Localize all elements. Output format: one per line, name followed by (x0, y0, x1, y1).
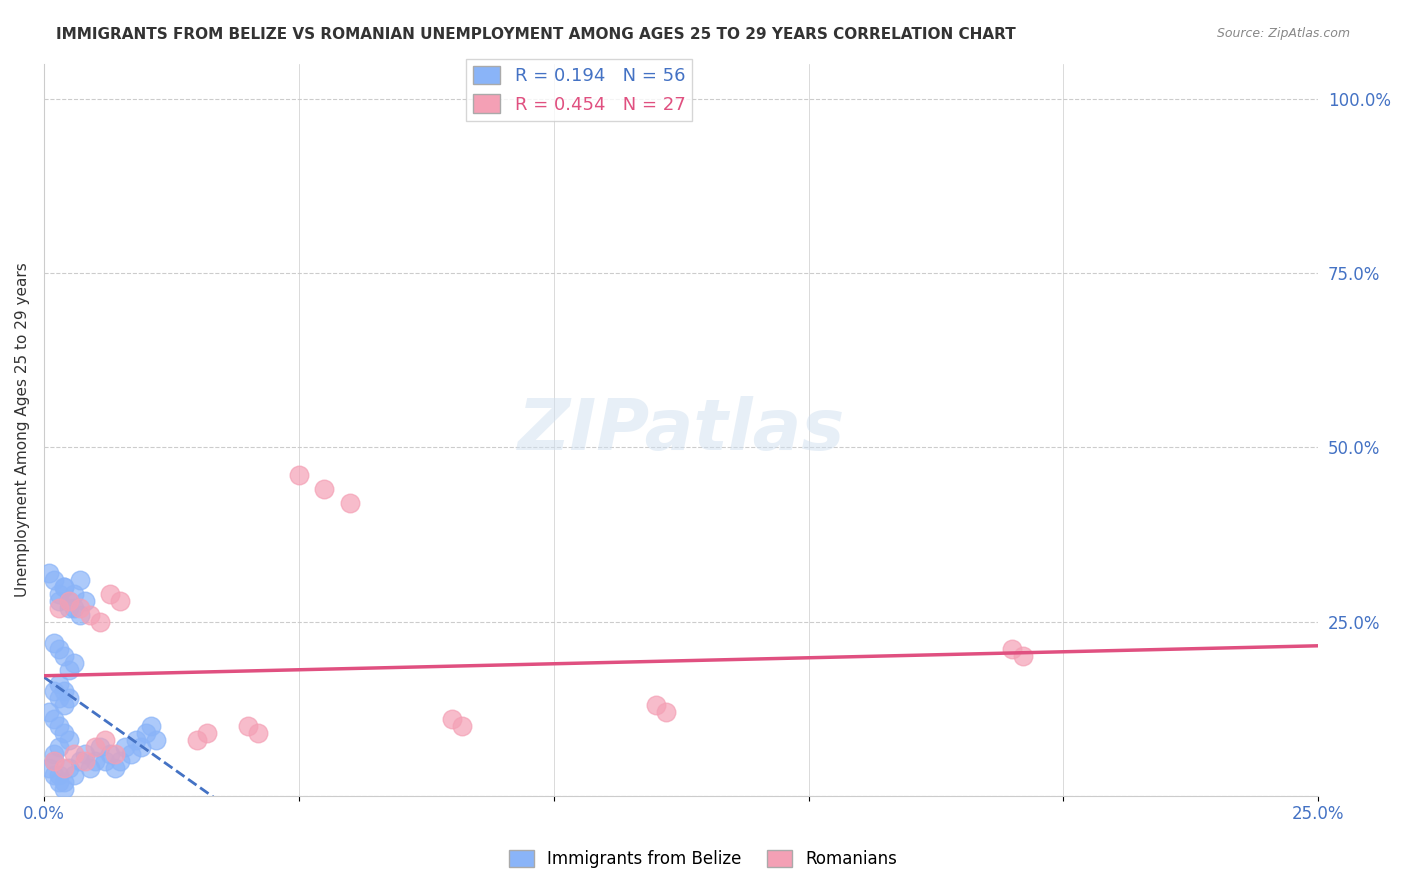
Point (1001, 642, 1024, 657)
Point (104, 761, 127, 775)
Point (1011, 649, 1033, 664)
Point (129, 739, 152, 754)
Point (53, 774, 76, 789)
Point (63, 747, 86, 761)
Point (48, 642, 70, 657)
Point (58, 600, 80, 615)
Legend: R = 0.194   N = 56, R = 0.454   N = 27: R = 0.194 N = 56, R = 0.454 N = 27 (465, 59, 693, 121)
Point (63, 600, 86, 615)
Point (53, 684, 76, 698)
Point (63, 768, 86, 782)
Point (89, 615, 111, 629)
Point (42, 754, 65, 768)
Point (98, 587, 121, 601)
Point (644, 698, 666, 713)
Point (53, 726, 76, 740)
Point (42, 754, 65, 768)
Point (42, 712, 65, 726)
Point (42, 573, 65, 587)
Point (89, 739, 111, 754)
Point (186, 733, 208, 747)
Point (48, 774, 70, 789)
Point (38, 761, 60, 775)
Text: Source: ZipAtlas.com: Source: ZipAtlas.com (1216, 27, 1350, 40)
Point (53, 580, 76, 594)
Point (195, 726, 218, 740)
Point (58, 691, 80, 706)
Point (114, 739, 136, 754)
Point (135, 726, 157, 740)
Point (120, 747, 142, 761)
Point (48, 677, 70, 691)
Point (63, 657, 86, 671)
Point (236, 719, 259, 733)
Point (73, 754, 96, 768)
Point (58, 761, 80, 775)
Point (339, 496, 361, 510)
Point (69, 754, 91, 768)
Point (440, 712, 463, 726)
Point (53, 698, 76, 713)
Point (48, 768, 70, 782)
Point (79, 761, 101, 775)
Text: IMMIGRANTS FROM BELIZE VS ROMANIAN UNEMPLOYMENT AMONG AGES 25 TO 29 YEARS CORREL: IMMIGRANTS FROM BELIZE VS ROMANIAN UNEMP… (56, 27, 1017, 42)
Point (48, 691, 70, 706)
Point (94, 754, 117, 768)
Point (53, 580, 76, 594)
Point (42, 684, 65, 698)
Point (110, 593, 132, 607)
Y-axis label: Unemployment Among Ages 25 to 29 years: Unemployment Among Ages 25 to 29 years (15, 262, 30, 598)
Point (58, 593, 80, 607)
Point (48, 593, 70, 607)
Point (48, 600, 70, 615)
Point (63, 587, 86, 601)
Point (53, 649, 76, 664)
Point (69, 573, 91, 587)
Point (69, 600, 91, 615)
Point (83, 754, 105, 768)
Point (48, 719, 70, 733)
Point (110, 754, 132, 768)
Point (42, 768, 65, 782)
Text: ZIPatlas: ZIPatlas (517, 395, 845, 465)
Point (73, 747, 96, 761)
Point (42, 747, 65, 761)
Point (38, 705, 60, 719)
Point (58, 733, 80, 747)
Point (104, 747, 127, 761)
Point (38, 566, 60, 580)
Point (42, 635, 65, 649)
Point (53, 761, 76, 775)
Point (145, 733, 167, 747)
Point (48, 739, 70, 754)
Point (124, 733, 146, 747)
Point (98, 747, 121, 761)
Point (48, 587, 70, 601)
Point (83, 739, 105, 754)
Point (287, 468, 309, 483)
Point (58, 664, 80, 678)
Point (314, 482, 336, 496)
Point (451, 719, 474, 733)
Point (139, 719, 162, 733)
Legend: Immigrants from Belize, Romanians: Immigrants from Belize, Romanians (502, 843, 904, 875)
Point (53, 781, 76, 796)
Point (73, 593, 96, 607)
Point (246, 726, 269, 740)
Point (79, 607, 101, 622)
Point (58, 593, 80, 607)
Point (94, 733, 117, 747)
Point (69, 607, 91, 622)
Point (655, 705, 678, 719)
